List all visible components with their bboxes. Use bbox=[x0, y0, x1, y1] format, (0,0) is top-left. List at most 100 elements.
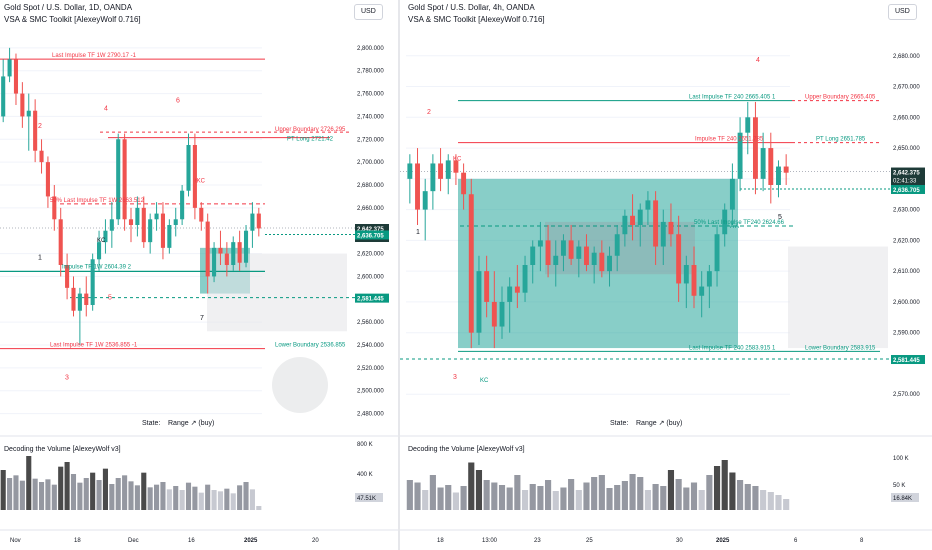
candle-body bbox=[415, 163, 420, 210]
volume-badge bbox=[891, 493, 919, 502]
price-tick-label: 2,620.000 bbox=[357, 252, 384, 258]
price-tick-label: 2,760.000 bbox=[357, 92, 384, 98]
candle-body bbox=[599, 252, 605, 272]
candle-body bbox=[614, 234, 620, 256]
volume-bar bbox=[744, 484, 751, 510]
price-tick-label: 2,780.000 bbox=[357, 69, 384, 75]
candle-body bbox=[776, 166, 781, 185]
lower-boundary-label: Lower Boundary 2583.915 bbox=[805, 345, 876, 351]
price-tick-label: 2,600.000 bbox=[357, 274, 384, 280]
volume-bar bbox=[38, 482, 45, 510]
wave-3-label: 3 bbox=[65, 374, 69, 381]
candle-body bbox=[192, 145, 197, 208]
price-tick-label: 2,480.000 bbox=[357, 412, 384, 418]
candle-body bbox=[199, 207, 204, 222]
volume-bar bbox=[122, 475, 128, 510]
volume-bar bbox=[26, 456, 32, 510]
price-tick-label: 2,610.000 bbox=[893, 269, 920, 275]
a-markers: A A bbox=[730, 224, 739, 230]
volume-bar bbox=[45, 479, 51, 510]
volume-bar bbox=[568, 479, 575, 510]
candle-body bbox=[33, 110, 38, 151]
volume-bar bbox=[713, 466, 721, 510]
price-badge bbox=[355, 293, 389, 303]
volume-bar bbox=[598, 475, 605, 510]
countdown-label: 02:41:33 bbox=[893, 179, 917, 185]
impulse-bottom-label: Last Impulse TF 1W 2536.855 -1 bbox=[50, 343, 138, 349]
volume-bar bbox=[166, 489, 172, 510]
price-tick-label: 2,590.000 bbox=[893, 331, 920, 337]
pt-long-label: PT Long 2651.785 bbox=[816, 137, 866, 143]
time-tick-label: Nov bbox=[10, 538, 21, 544]
volume-bar bbox=[737, 480, 744, 510]
volume-bar bbox=[224, 488, 230, 510]
volume-bar bbox=[521, 490, 529, 510]
volume-bar bbox=[13, 475, 19, 510]
volume-badge bbox=[355, 493, 383, 502]
candle-body bbox=[224, 253, 229, 265]
right-chart-panel[interactable]: Last Impulse TF 240 2665.405 1 Upper Boun… bbox=[400, 0, 932, 550]
candle-body bbox=[584, 246, 589, 265]
candle-body bbox=[622, 215, 628, 235]
candle-body bbox=[109, 219, 114, 231]
left-chart-svg[interactable]: Last Impulse TF 1W 2790.17 -1 Last Impuls… bbox=[0, 0, 398, 550]
volume-bar bbox=[483, 480, 490, 510]
price-badge-label: 2,642.375 bbox=[357, 227, 384, 233]
pt-long-label: PT Long 2721.42 bbox=[287, 137, 334, 143]
candle-body bbox=[699, 286, 705, 296]
candle-body bbox=[430, 163, 436, 192]
volume-bar bbox=[0, 470, 6, 510]
volume-bar bbox=[621, 481, 628, 510]
candle-body bbox=[522, 265, 528, 293]
price-badge-label: 2,642.375 bbox=[893, 171, 920, 177]
candle-body bbox=[205, 221, 210, 277]
candle-body bbox=[530, 246, 536, 265]
wolf-watermark-icon bbox=[272, 357, 328, 413]
volume-title: Decoding the Volume [AlexeyWolf v3] bbox=[4, 446, 121, 453]
time-tick-label: 6 bbox=[794, 538, 798, 544]
candle-body bbox=[722, 209, 728, 235]
state-value: Range ↗ (buy) bbox=[168, 420, 214, 427]
volume-bar bbox=[414, 482, 421, 510]
volume-bar bbox=[460, 486, 467, 510]
volume-bar bbox=[591, 477, 598, 510]
candle-body bbox=[445, 160, 451, 179]
panel-divider[interactable] bbox=[398, 0, 400, 550]
volume-axis-label: 400 K bbox=[357, 472, 373, 478]
candle-body bbox=[243, 230, 249, 263]
candle-body bbox=[256, 213, 261, 229]
wave-5-label: 5 bbox=[778, 214, 782, 221]
candle-body bbox=[507, 286, 513, 302]
wave-2-label: 2 bbox=[427, 109, 431, 116]
candle-body bbox=[537, 240, 543, 247]
volume-bar bbox=[683, 487, 690, 510]
wave-1-label: 1 bbox=[38, 254, 42, 261]
candle-body bbox=[135, 207, 140, 225]
candle-body bbox=[468, 194, 474, 333]
volume-bar bbox=[83, 478, 89, 510]
left-indicator-name: VSA & SMC Toolkit [AlexeyWolf 0.716] bbox=[4, 15, 141, 24]
state-label: State: bbox=[142, 420, 160, 427]
candle-body bbox=[103, 230, 108, 243]
candle-body bbox=[250, 213, 255, 231]
volume-bar bbox=[7, 478, 13, 510]
volume-bar bbox=[775, 495, 782, 510]
right-currency-button[interactable]: USD bbox=[888, 4, 917, 20]
volume-bar bbox=[690, 482, 698, 510]
volume-bar bbox=[179, 490, 185, 510]
left-chart-panel[interactable]: Last Impulse TF 1W 2790.17 -1 Last Impuls… bbox=[0, 0, 398, 550]
volume-bar bbox=[128, 481, 134, 510]
candle-body bbox=[668, 221, 674, 235]
candle-body bbox=[97, 242, 102, 260]
impulse-bottom-label: Last Impulse TF 240 2583.915 1 bbox=[689, 345, 776, 351]
candle-body bbox=[484, 271, 490, 302]
right-chart-svg[interactable]: Last Impulse TF 240 2665.405 1 Upper Boun… bbox=[400, 0, 932, 550]
candle-body bbox=[90, 259, 95, 305]
price-tick-label: 2,660.000 bbox=[357, 206, 384, 212]
wave-2-label: 2 bbox=[38, 123, 42, 130]
candle-body bbox=[438, 163, 444, 179]
candle-body bbox=[65, 265, 70, 288]
candle-body bbox=[637, 209, 643, 225]
candle-body bbox=[39, 150, 44, 163]
left-currency-button[interactable]: USD bbox=[354, 4, 383, 20]
